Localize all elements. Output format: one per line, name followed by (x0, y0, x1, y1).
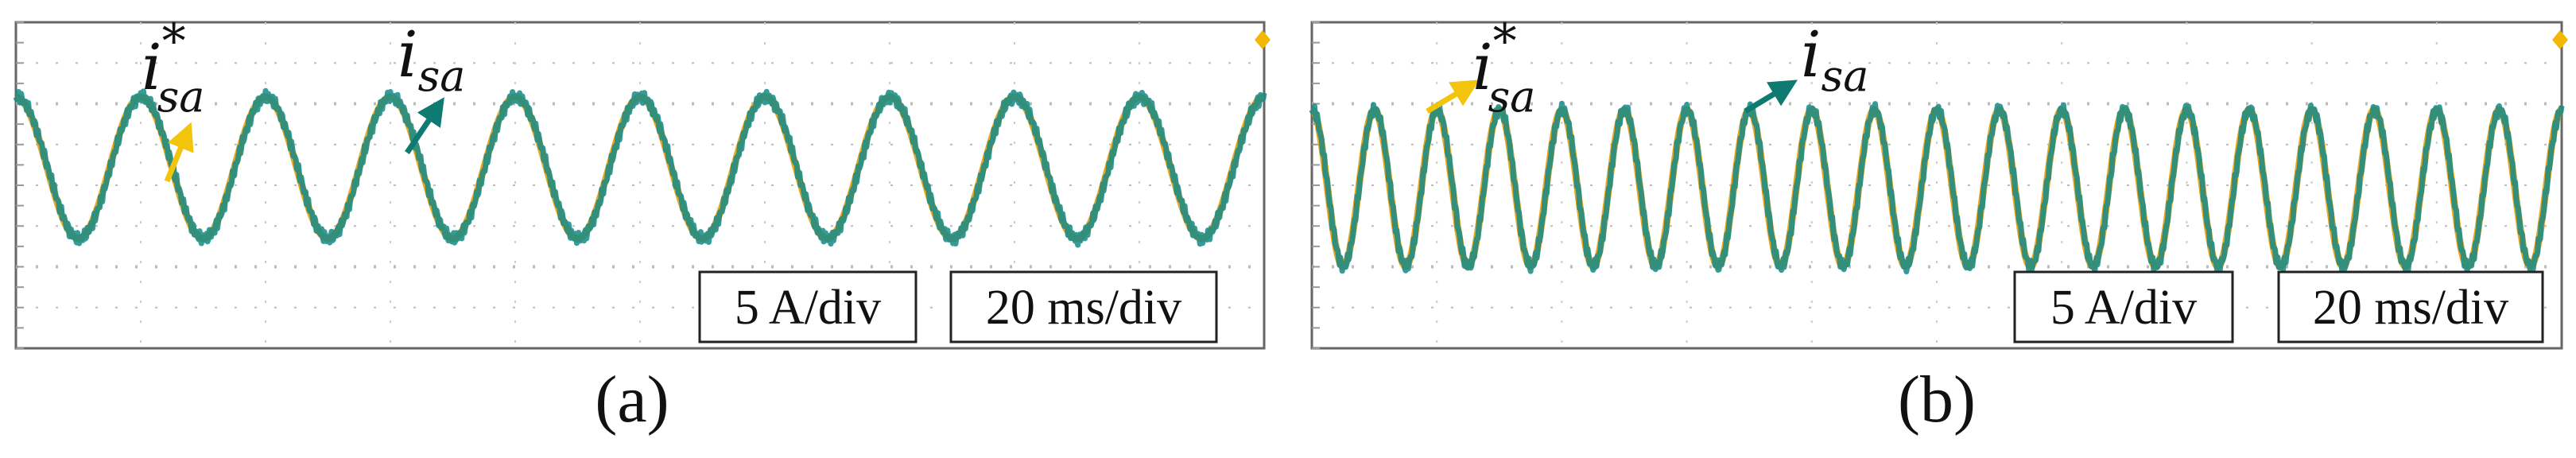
current-scale-a: 5 A/div (735, 281, 881, 335)
meas-label-b: isa (1801, 17, 1869, 101)
grid-a (16, 21, 1264, 349)
time-scale-a: 20 ms/div (986, 281, 1181, 335)
panel-a: i* sa isa 5 A/div 20 ms/div (a) (13, 14, 1271, 437)
meas-label-a: isa (398, 17, 466, 101)
ref-label-b: i* sa (1472, 14, 1536, 122)
caption-b: (b) (1898, 363, 1976, 437)
current-scale-box-a (698, 270, 918, 344)
current-scale-box-b (2013, 270, 2234, 344)
caption-a: (a) (595, 363, 669, 437)
ref-arrow-b (1426, 80, 1480, 114)
current-scale-b: 5 A/div (2050, 281, 2197, 335)
traces-a (13, 30, 1271, 248)
meas-arrow-a (405, 97, 444, 154)
ref-label-a: i* sa (142, 14, 205, 122)
trigger-marker-icon (2552, 30, 2568, 49)
measured-current-trace (13, 87, 1267, 248)
time-scale-box-a (949, 270, 1218, 344)
traces-b (1309, 30, 2568, 275)
time-scale-b: 20 ms/div (2313, 281, 2508, 335)
time-scale-box-b (2277, 270, 2544, 344)
trigger-marker-icon (1255, 30, 1271, 49)
ref-arrow-a (164, 122, 194, 183)
meas-arrow-b (1744, 80, 1798, 114)
panel-b: i* sa isa 5 A/div 20 ms/div (b) (1309, 14, 2568, 437)
measured-current-trace (1309, 100, 2565, 275)
